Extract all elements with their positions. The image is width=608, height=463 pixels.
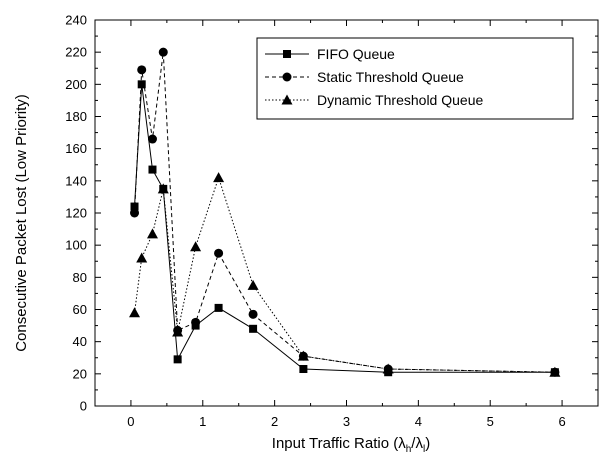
x-axis-title-mid: /λ: [411, 435, 423, 452]
y-tick-label: 200: [65, 77, 87, 92]
data-point: [190, 241, 202, 252]
y-tick-label: 0: [80, 399, 87, 414]
series: [129, 47, 561, 377]
x-tick-label: 3: [343, 414, 350, 429]
y-tick-label: 140: [65, 173, 87, 188]
series-line: [134, 52, 555, 373]
x-tick-label: 2: [271, 414, 278, 429]
y-tick-label: 20: [73, 366, 87, 381]
data-point: [136, 252, 148, 263]
data-point: [130, 208, 140, 218]
data-point: [249, 324, 258, 333]
data-point: [248, 309, 258, 319]
legend-label: Dynamic Threshold Queue: [317, 92, 483, 108]
x-axis-title-sub-h: h: [406, 444, 412, 455]
y-tick-label: 60: [73, 302, 87, 317]
data-point: [247, 279, 259, 290]
y-tick-label: 240: [65, 13, 87, 28]
data-point: [297, 350, 309, 361]
data-point: [130, 202, 139, 211]
legend-marker: [281, 94, 293, 105]
y-tick-label: 160: [65, 141, 87, 156]
data-point: [129, 307, 141, 318]
x-tick-label: 4: [415, 414, 422, 429]
y-tick-label: 180: [65, 109, 87, 124]
x-axis-title-sub-l: l: [423, 444, 425, 455]
series-1: [130, 47, 560, 377]
y-tick-label: 80: [73, 270, 87, 285]
data-point: [549, 366, 561, 377]
x-tick-label: 6: [558, 414, 565, 429]
data-point: [158, 47, 168, 57]
legend-marker: [282, 72, 292, 82]
data-point: [214, 303, 223, 312]
y-tick-label: 100: [65, 238, 87, 253]
y-tick-label: 40: [73, 334, 87, 349]
y-axis-title: Consecutive Packet Lost (Low Priority): [13, 94, 30, 352]
y-tick-label: 220: [65, 45, 87, 60]
legend-box: [256, 37, 574, 120]
legend-marker: [283, 50, 291, 58]
data-point: [148, 165, 157, 174]
series-0: [130, 80, 559, 377]
legend-label: Static Threshold Queue: [317, 69, 464, 85]
data-point: [382, 363, 394, 374]
x-axis-title: Input Traffic Ratio (λh/λl): [272, 435, 430, 455]
data-point: [137, 65, 147, 75]
x-tick-label: 5: [487, 414, 494, 429]
data-point: [137, 80, 146, 89]
x-axis-title-main: Input Traffic Ratio (λ: [272, 435, 406, 452]
data-point: [191, 317, 201, 327]
data-point: [213, 172, 225, 183]
legend-label: FIFO Queue: [317, 46, 395, 62]
data-point: [299, 365, 308, 374]
series-line: [134, 176, 555, 373]
ticks: 0 20 40 60 80 100 120 140 160 180 200 220 240 0 1 2 3 4 5 6: [65, 13, 599, 429]
x-axis-title-end: ): [425, 435, 430, 452]
data-point: [147, 134, 157, 144]
data-point: [173, 355, 182, 364]
data-point: [214, 248, 224, 258]
series-2: [129, 172, 561, 377]
data-point: [146, 228, 158, 239]
x-tick-label: 1: [199, 414, 206, 429]
data-point: [157, 183, 169, 194]
x-tick-label: 0: [127, 414, 134, 429]
legend: FIFO Queue Static Threshold Queue Dynamic …: [256, 37, 574, 120]
y-tick-label: 120: [65, 206, 87, 221]
data-point: [172, 326, 184, 337]
